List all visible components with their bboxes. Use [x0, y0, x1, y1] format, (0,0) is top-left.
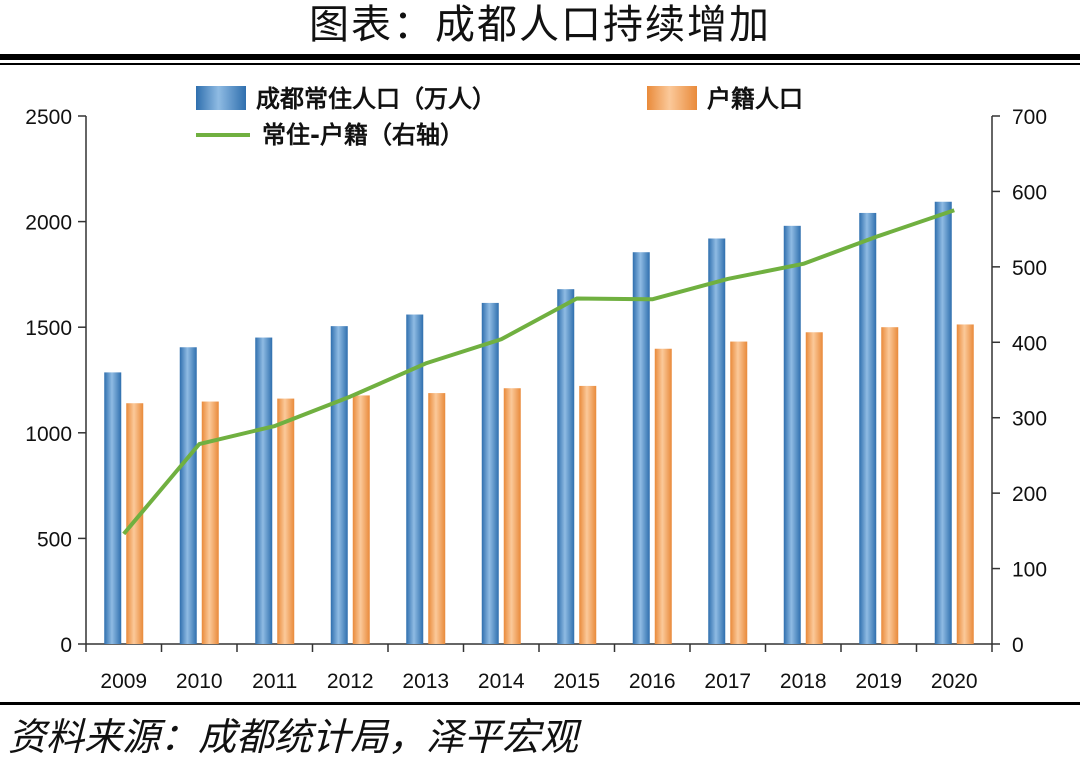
source-note: 资料来源：成都统计局，泽平宏观 — [8, 715, 579, 759]
registered-population-bar — [730, 341, 748, 644]
resident-population-bar — [783, 225, 801, 644]
x-tick-label: 2018 — [780, 670, 827, 693]
y-right-tick-label: 600 — [1012, 181, 1047, 204]
registered-population-bar — [579, 385, 597, 644]
page-title: 图表：成都人口持续增加 — [309, 2, 771, 48]
resident-population-bar — [104, 372, 122, 644]
source-divider — [0, 702, 1080, 705]
x-tick-label: 2019 — [855, 670, 902, 693]
legend-swatch-registered — [647, 86, 697, 110]
resident-population-bar — [179, 347, 197, 644]
registered-population-bar — [428, 393, 446, 644]
y-right-tick-label: 400 — [1012, 332, 1047, 355]
registered-population-bar — [881, 327, 899, 644]
x-tick-label: 2010 — [176, 670, 223, 693]
registered-population-bar — [503, 388, 521, 644]
y-right-tick-label: 200 — [1012, 483, 1047, 506]
resident-population-bar — [708, 238, 726, 644]
y-left-tick-label: 2000 — [25, 212, 72, 235]
x-tick-label: 2015 — [553, 670, 600, 693]
resident-population-bar — [557, 289, 575, 644]
registered-population-bar — [956, 324, 974, 644]
y-right-tick-label: 500 — [1012, 257, 1047, 280]
y-left-tick-label: 1500 — [25, 317, 72, 340]
x-tick-label: 2017 — [704, 670, 751, 693]
x-tick-label: 2016 — [629, 670, 676, 693]
resident-population-bar — [330, 326, 348, 644]
registered-population-bar — [201, 401, 219, 644]
y-left-tick-label: 500 — [37, 528, 72, 551]
y-left-tick-label: 0 — [60, 634, 72, 657]
y-right-tick-label: 0 — [1012, 634, 1024, 657]
legend-label-registered: 户籍人口 — [707, 85, 803, 113]
resident-population-bar — [481, 302, 499, 644]
legend-label-difference: 常住-户籍（右轴） — [262, 121, 464, 149]
legend-swatch-resident — [196, 86, 246, 110]
population-chart: 0 500 1000 1500 2000 2500 0 100 200 300 400 500 600 7… — [25, 85, 1047, 693]
legend-label-resident: 成都常住人口（万人） — [256, 85, 496, 113]
x-tick-label: 2014 — [478, 670, 525, 693]
registered-population-bar — [654, 348, 672, 644]
title-divider-thick — [0, 54, 1080, 60]
resident-population-bar — [255, 337, 273, 644]
y-right-tick-label: 100 — [1012, 559, 1047, 582]
resident-population-bar — [406, 314, 424, 644]
y-right-tick-label: 700 — [1012, 106, 1047, 129]
y-right-tick-label: 300 — [1012, 408, 1047, 431]
x-tick-label: 2013 — [402, 670, 449, 693]
y-left-tick-label: 1000 — [25, 423, 72, 446]
x-tick-label: 2009 — [100, 670, 147, 693]
y-left-tick-label: 2500 — [25, 106, 72, 129]
registered-population-bar — [277, 398, 295, 644]
difference-line — [122, 208, 955, 536]
resident-population-bar — [859, 212, 877, 644]
registered-population-bar — [805, 332, 823, 644]
registered-population-bar — [352, 395, 370, 644]
resident-population-bar — [934, 201, 952, 644]
title-divider-thin — [0, 63, 1080, 65]
resident-population-bar — [632, 252, 650, 644]
x-tick-label: 2012 — [327, 670, 374, 693]
x-tick-label: 2020 — [931, 670, 978, 693]
x-tick-label: 2011 — [252, 670, 297, 693]
